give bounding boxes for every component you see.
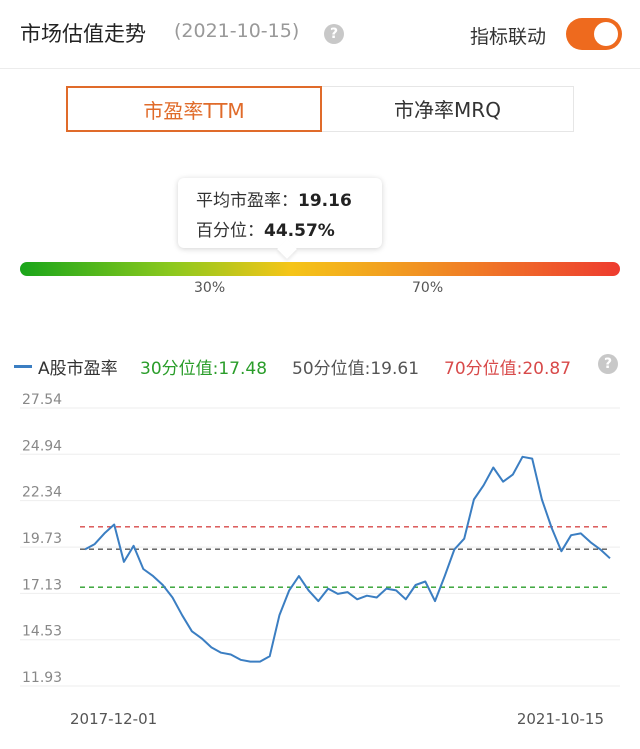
tab-pb-mrq[interactable]: 市净率MRQ bbox=[322, 86, 574, 132]
percentile-gradient-bar bbox=[20, 262, 620, 276]
toggle-knob bbox=[594, 22, 618, 46]
marker-70-label: 70% bbox=[412, 280, 444, 296]
y-tick-label: 24.94 bbox=[22, 438, 62, 454]
y-tick-label: 17.13 bbox=[22, 577, 62, 593]
y-tick-label: 27.54 bbox=[22, 392, 62, 408]
y-tick-label: 22.34 bbox=[22, 485, 62, 501]
metric-tabs: 市盈率TTM 市净率MRQ bbox=[66, 86, 574, 134]
avg-pe-label: 平均市盈率： bbox=[196, 191, 298, 211]
series-line bbox=[84, 455, 611, 663]
avg-pe-value: 19.16 bbox=[298, 191, 352, 211]
avg-pe-row: 平均市盈率：19.16 bbox=[196, 186, 352, 211]
percentile-value: 44.57% bbox=[264, 221, 335, 241]
legend-series-label: A股市盈率 bbox=[38, 359, 118, 379]
linkage-toggle[interactable] bbox=[566, 18, 622, 50]
legend-p70: 70分位值:20.87 bbox=[444, 359, 572, 379]
pe-line-chart: 27.54 24.94 22.34 19.73 17.13 14.53 11.93 2017-… bbox=[20, 392, 620, 728]
series-line-swatch bbox=[14, 365, 32, 368]
x-tick-label-end: 2021-10-15 bbox=[517, 710, 604, 728]
chart-legend: A股市盈率 30分位值:17.48 50分位值:19.61 70分位值:20.8… bbox=[14, 354, 614, 379]
help-icon[interactable]: ? bbox=[324, 24, 344, 44]
legend-p30: 30分位值:17.48 bbox=[140, 359, 268, 379]
page-title: 市场估值走势 bbox=[20, 22, 146, 46]
percentile-label: 百分位： bbox=[196, 221, 264, 241]
linkage-label: 指标联动 bbox=[470, 26, 547, 48]
marker-30-label: 30% bbox=[194, 280, 226, 296]
legend-help-icon[interactable]: ? bbox=[598, 354, 618, 374]
valuation-tooltip: 平均市盈率：19.16 百分位：44.57% bbox=[178, 178, 382, 259]
x-tick-label-start: 2017-12-01 bbox=[70, 710, 157, 728]
legend-p50: 50分位值:19.61 bbox=[292, 359, 420, 379]
y-tick-label: 19.73 bbox=[22, 531, 62, 547]
percentile-row: 百分位：44.57% bbox=[196, 216, 335, 241]
tab-pe-ttm[interactable]: 市盈率TTM bbox=[66, 86, 322, 132]
y-tick-label: 14.53 bbox=[22, 624, 62, 640]
tooltip-arrow bbox=[277, 239, 297, 259]
header-bar: 市场估值走势 (2021-10-15) ? 指标联动 bbox=[0, 0, 640, 69]
data-date: (2021-10-15) bbox=[174, 20, 300, 42]
y-tick-label: 11.93 bbox=[22, 670, 62, 686]
